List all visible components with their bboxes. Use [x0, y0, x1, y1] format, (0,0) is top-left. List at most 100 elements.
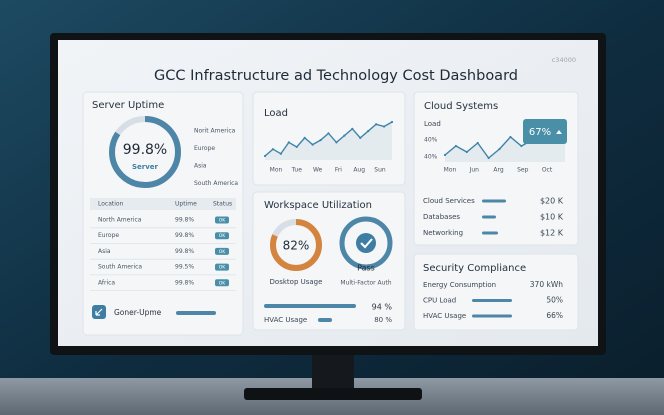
x-label: Jun: [469, 167, 480, 174]
badge: [523, 119, 567, 144]
legend-label: Asia: [194, 163, 207, 170]
x-label: Sun: [374, 167, 386, 174]
x-label: Arg: [493, 167, 503, 174]
gauge-label: Server: [132, 163, 159, 171]
security-label: CPU Load: [423, 297, 456, 305]
badge-value: 67%: [529, 127, 551, 138]
status-text: OK: [219, 265, 227, 271]
cost-label: Databases: [423, 213, 460, 221]
donut-label: Dosktop Usage: [270, 278, 323, 286]
workspace-panel: [252, 191, 406, 331]
point: [359, 136, 362, 139]
table-cell: Africa: [98, 279, 115, 286]
cost-label: Cloud Services: [423, 197, 475, 205]
check-icon: [356, 233, 376, 253]
axis-label: 40%: [424, 154, 438, 161]
bar-value: 94 %: [372, 303, 393, 312]
table-header: Uptime: [175, 201, 197, 208]
area: [445, 128, 565, 162]
load-panel: [252, 91, 406, 186]
x-label: We: [313, 167, 323, 174]
status-text: OK: [219, 233, 227, 239]
point: [465, 150, 468, 154]
hvac-value: 80 %: [374, 316, 392, 324]
point: [520, 144, 523, 148]
cost-value: $10 K: [540, 213, 564, 222]
status-pill: [215, 247, 229, 255]
footer-icon-arrow: [95, 308, 103, 316]
point: [311, 143, 314, 146]
point: [295, 145, 298, 149]
table-cell: North America: [98, 217, 142, 224]
point: [351, 127, 354, 130]
x-label: Fri: [335, 167, 342, 174]
x-label: Mon: [444, 167, 457, 174]
security-bar: [472, 299, 512, 302]
cloud-costs: Cloud Services $20 K Databases $10 K Network…: [423, 197, 564, 238]
table-cell: 99.8%: [175, 279, 194, 286]
cost-value: $20 K: [540, 197, 564, 206]
security-value: 50%: [546, 296, 563, 305]
table-header-bg: [90, 198, 236, 210]
panel-title: Server Uptime: [92, 100, 164, 111]
security-label: Energy Consumption: [423, 281, 496, 289]
table-header: Location: [98, 201, 124, 208]
dashboard-code: c34000: [552, 56, 576, 64]
point: [498, 147, 501, 151]
point: [382, 125, 386, 128]
panel-title: Security Compliance: [423, 263, 526, 274]
check-ring: [339, 216, 393, 270]
x-label: Tue: [291, 167, 303, 174]
security-rows: Energy Consumption 370 kWh CPU Load 50% HVAC…: [423, 280, 563, 320]
cost-value: $12 K: [540, 229, 564, 238]
hvac-bar: [318, 318, 332, 322]
point: [263, 154, 267, 158]
status-text: OK: [219, 280, 227, 286]
dashboard-title: GCC Infrastructure ad Technology Cost Da…: [154, 68, 518, 84]
point: [390, 120, 394, 124]
security-value: 370 kWh: [530, 280, 563, 289]
table-cell: 99.8%: [175, 248, 194, 255]
panel-title: Cloud Systems: [424, 101, 498, 112]
legend-label: Europe: [194, 145, 215, 152]
check-mark: [360, 238, 373, 249]
point: [303, 136, 306, 139]
point: [487, 156, 490, 160]
check-value: Pass: [357, 264, 375, 273]
load-chart: Mon Tue We Fri Aug Sun: [263, 120, 394, 174]
point: [443, 153, 447, 157]
security-bar: [472, 314, 512, 318]
status-pill: [215, 216, 229, 224]
x-label: Mon: [270, 167, 283, 174]
table-cell: 99.8%: [175, 217, 194, 224]
point: [279, 152, 282, 155]
point: [287, 141, 290, 144]
table-cell: Europe: [98, 232, 119, 239]
security-value: 66%: [546, 311, 563, 320]
status-pill: [215, 263, 229, 271]
panel-title: Workspace Utilization: [264, 200, 372, 211]
status-text: OK: [219, 218, 227, 224]
check-label: Multi-Factor Auth: [340, 280, 391, 287]
uptime-table: Location Uptime Status North America 99.8% OK…: [90, 198, 236, 292]
axis-label: 40%: [424, 137, 438, 144]
footer-label: Goner-Upme: [114, 308, 162, 317]
table-cell: 99.5%: [175, 264, 194, 271]
monitor-neck: [312, 350, 354, 392]
x-label: Aug: [353, 167, 365, 174]
area: [265, 122, 392, 160]
x-label: Oct: [542, 167, 553, 174]
progress-bar: [264, 304, 356, 308]
table-cell: Asia: [98, 248, 111, 255]
legend-label: South America: [194, 180, 238, 187]
status-pill: [215, 279, 229, 287]
legend: Norit America Europe Asia South America: [194, 128, 238, 188]
point: [476, 141, 479, 145]
security-panel: [413, 253, 579, 331]
cost-label: Networking: [423, 229, 463, 237]
footer-bar: [176, 311, 216, 315]
point: [367, 129, 370, 133]
hvac-label: HVAC Usage: [264, 316, 307, 324]
cost-bar: [482, 215, 496, 219]
